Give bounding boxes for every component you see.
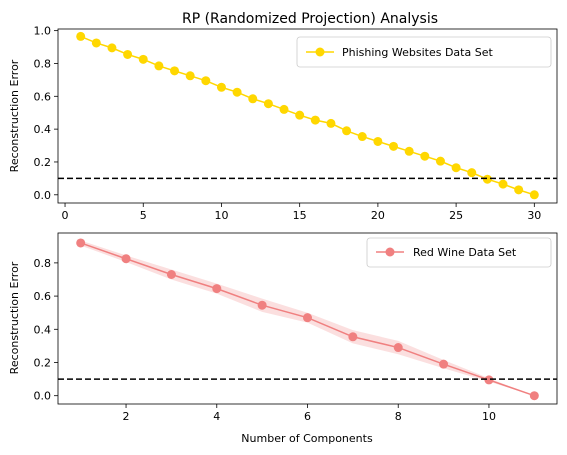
y-tick-label: 0.0 — [34, 390, 52, 403]
plot-content-bottom — [58, 238, 557, 401]
data-point — [185, 71, 195, 81]
data-point — [248, 94, 258, 104]
legend-marker-phishing — [315, 47, 325, 57]
data-point — [91, 38, 101, 48]
data-point — [107, 43, 117, 53]
data-point — [263, 99, 273, 109]
data-point — [138, 54, 148, 64]
y-tick-label: 0.6 — [34, 90, 52, 103]
x-tick-label: 25 — [449, 209, 463, 222]
x-axis-label-bottom: Number of Components — [241, 432, 373, 445]
y-tick-label: 0.2 — [34, 356, 52, 369]
data-point — [201, 76, 211, 86]
data-point — [216, 82, 226, 92]
data-point — [484, 375, 494, 385]
chart-title: RP (Randomized Projection) Analysis — [182, 11, 438, 27]
data-point — [451, 163, 461, 173]
y-axis-label-bottom: Reconstruction Error — [8, 261, 21, 374]
data-point — [123, 49, 133, 59]
data-point — [439, 359, 449, 369]
y-tick-label: 0.4 — [34, 323, 52, 336]
y-tick-label: 0.8 — [34, 57, 52, 70]
data-point — [420, 151, 430, 161]
y-axis-label-top: Reconstruction Error — [8, 59, 21, 172]
data-point — [303, 313, 312, 323]
x-tick-label: 4 — [213, 410, 220, 423]
data-point — [257, 300, 267, 310]
plot-frame-top — [57, 28, 558, 204]
data-point — [514, 185, 524, 195]
y-tick-label: 0.0 — [34, 189, 52, 202]
x-tick-label: 5 — [140, 209, 147, 222]
x-tick-label: 15 — [293, 209, 307, 222]
x-tick-label: 30 — [527, 209, 541, 222]
data-point — [279, 104, 289, 114]
data-point — [357, 132, 367, 142]
subplot-red-wine: 2 4 6 8 10 0.0 0.2 0.4 0.6 0.8 Reconstruction Er… — [8, 232, 558, 445]
data-point — [348, 332, 358, 342]
x-tick-label: 0 — [62, 209, 69, 222]
data-point — [404, 146, 414, 156]
data-point — [212, 284, 222, 294]
data-point — [76, 31, 86, 41]
data-point — [232, 87, 242, 97]
data-point — [529, 190, 539, 200]
y-tick-label: 0.4 — [34, 123, 52, 136]
data-point — [342, 126, 352, 136]
y-ticks-bottom: 0.0 0.2 0.4 0.6 0.8 — [34, 257, 58, 403]
x-tick-label: 6 — [304, 410, 311, 423]
x-tick-label: 2 — [123, 410, 130, 423]
data-point — [121, 254, 131, 264]
legend-box-top — [296, 36, 552, 68]
data-point — [76, 238, 86, 248]
y-tick-label: 1.0 — [34, 25, 52, 38]
data-point — [389, 141, 399, 151]
x-ticks-bottom: 2 4 6 8 10 — [123, 404, 496, 423]
x-tick-label: 10 — [214, 209, 228, 222]
x-tick-label: 20 — [371, 209, 385, 222]
x-tick-label: 10 — [482, 410, 496, 423]
y-tick-label: 0.6 — [34, 290, 52, 303]
data-point — [529, 391, 539, 401]
y-ticks-top: 0.0 0.2 0.4 0.6 0.8 1.0 — [34, 25, 58, 202]
data-point — [326, 118, 336, 128]
data-point — [295, 110, 305, 120]
data-point — [435, 156, 445, 166]
data-point — [166, 270, 176, 280]
legend-bottom: Red Wine Data Set — [366, 237, 552, 268]
subplot-phishing: RP (Randomized Projection) Analysis 0 5 10… — [8, 11, 558, 222]
y-tick-label: 0.2 — [34, 156, 52, 169]
data-point — [393, 343, 403, 353]
data-point — [154, 61, 164, 71]
legend-marker-red-wine — [385, 247, 395, 257]
legend-label-red-wine: Red Wine Data Set — [413, 246, 517, 259]
data-point — [498, 179, 508, 189]
legend-box-bottom — [366, 237, 552, 268]
legend-top: Phishing Websites Data Set — [296, 36, 552, 68]
data-point — [310, 115, 320, 125]
data-point — [170, 66, 180, 76]
legend-label-phishing: Phishing Websites Data Set — [342, 46, 493, 59]
data-point — [482, 174, 492, 184]
x-tick-label: 8 — [395, 410, 402, 423]
data-point — [467, 168, 477, 178]
data-point — [373, 136, 383, 146]
plot-content-top — [58, 31, 557, 200]
y-tick-label: 0.8 — [34, 257, 52, 270]
x-ticks-top: 0 5 10 15 20 25 30 — [62, 203, 541, 222]
